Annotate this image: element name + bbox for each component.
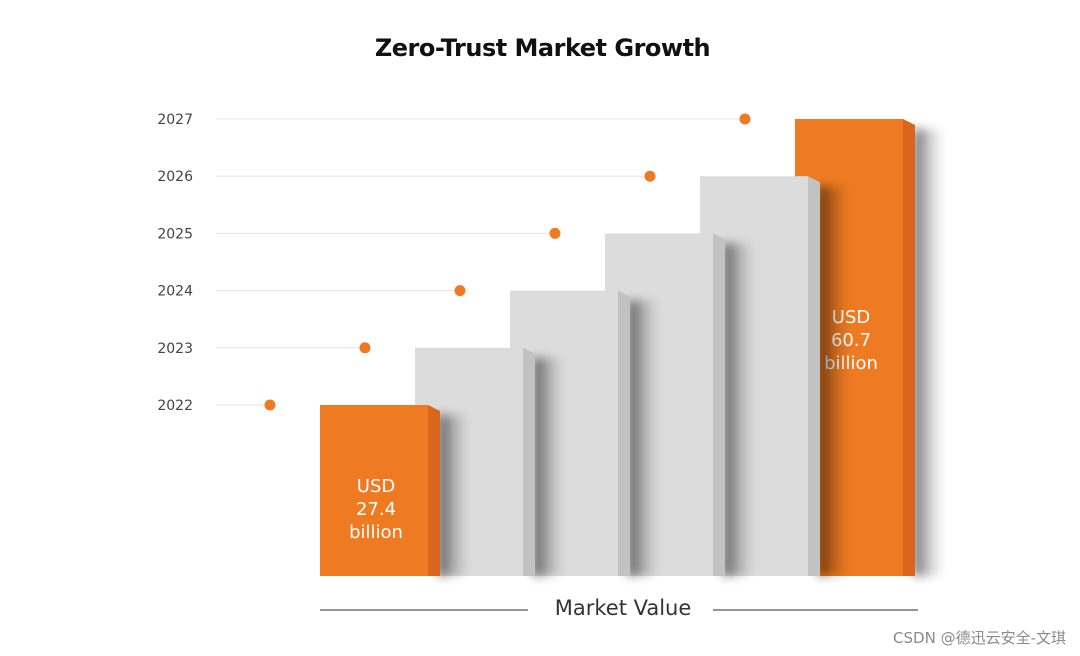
year-marker-dot: [264, 399, 276, 411]
bar-2023: [415, 347, 563, 576]
chart-title: Zero-Trust Market Growth: [374, 34, 711, 62]
bar-side: [618, 290, 630, 576]
year-marker-dot: [644, 170, 656, 182]
y-tick-label: 2022: [157, 398, 193, 414]
bar-shadow: [818, 186, 848, 576]
bar-face: [320, 405, 428, 576]
bar-shadow: [628, 300, 658, 576]
y-tick-label: 2026: [157, 169, 193, 185]
bar-shadow: [438, 415, 468, 576]
bar-shadow: [723, 243, 753, 576]
year-marker-dot: [454, 285, 466, 297]
y-tick-label: 2027: [157, 112, 193, 128]
year-marker-dot: [549, 227, 561, 239]
y-tick-label: 2025: [157, 226, 193, 242]
year-marker-dot: [359, 342, 371, 354]
bar-side: [713, 233, 725, 576]
bar-side: [428, 405, 440, 576]
x-axis-label: Market Value: [554, 596, 692, 620]
y-tick-label: 2023: [157, 341, 193, 357]
bar-side: [808, 176, 820, 576]
year-marker-dot: [739, 113, 751, 125]
bar-shadow: [913, 129, 943, 576]
bar-side: [903, 119, 915, 576]
bar-2022: USD 27.4 billion: [320, 405, 468, 576]
bar-value-label: USD 27.4 billion: [349, 476, 403, 543]
watermark: CSDN @德迅云安全-文琪: [893, 629, 1066, 647]
bar-shadow: [533, 357, 563, 576]
bar-side: [523, 347, 535, 576]
y-tick-label: 2024: [157, 284, 193, 300]
